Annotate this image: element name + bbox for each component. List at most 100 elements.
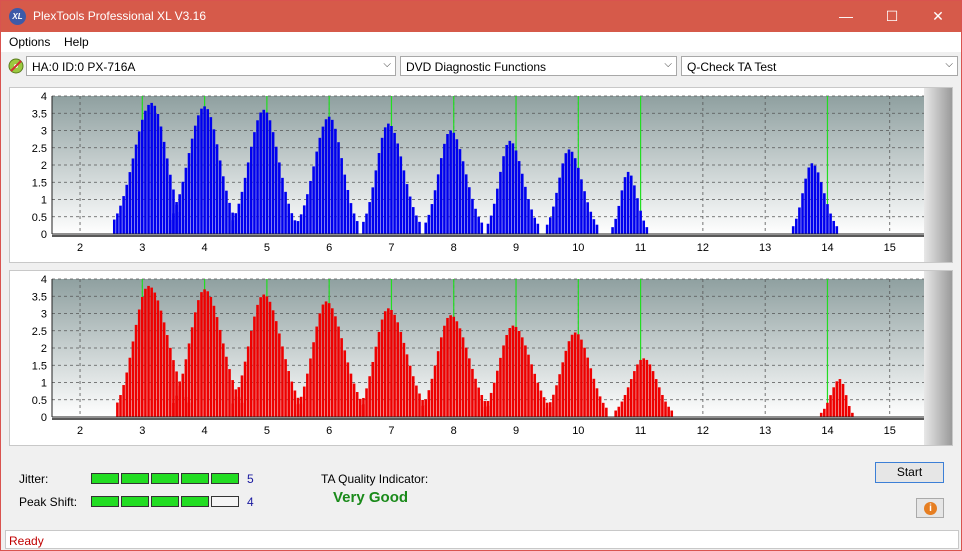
pit-bar (589, 368, 593, 417)
land-bar (116, 213, 119, 234)
info-button[interactable]: i (916, 498, 944, 518)
pit-bar (838, 379, 842, 417)
x-tick-label: 10 (572, 425, 584, 437)
land-bar (424, 222, 428, 234)
y-tick-label: 3.5 (32, 108, 47, 120)
test-select[interactable]: Q-Check TA Test ⌵ (681, 56, 958, 76)
pit-bar (617, 406, 621, 417)
pit-bar (520, 337, 524, 417)
pit-bar (670, 410, 674, 417)
chevron-down-icon: ⌵ (383, 59, 391, 70)
land-bar (150, 102, 153, 235)
land-bar (461, 161, 465, 234)
pit-bar (405, 354, 409, 417)
land-bar (633, 185, 636, 234)
pit-bar (165, 335, 169, 417)
pit-bar (197, 300, 200, 417)
land-bar (480, 222, 484, 234)
pit-bar (340, 338, 343, 417)
x-tick-label: 9 (513, 242, 519, 254)
land-bar (343, 174, 347, 234)
pit-bar (203, 289, 206, 417)
pit-bar (436, 351, 440, 417)
pit-bar (449, 315, 452, 417)
land-bar (296, 221, 300, 234)
land-bar (240, 191, 244, 234)
x-tick-label: 4 (202, 425, 208, 437)
chevron-down-icon: ⌵ (945, 59, 953, 70)
pit-bar (408, 365, 412, 417)
maximize-button[interactable]: ☐ (885, 8, 899, 24)
y-tick-label: 0.5 (32, 212, 47, 224)
land-bar (137, 131, 141, 234)
chevron-down-icon: ⌵ (664, 59, 672, 70)
pit-bar (480, 394, 484, 417)
pit-bar (390, 309, 393, 417)
land-bar (595, 224, 599, 234)
pit-bar (181, 373, 185, 417)
pit-bar (349, 373, 353, 417)
window-title: PlexTools Professional XL V3.16 (33, 9, 206, 23)
pit-bar (458, 328, 462, 417)
y-tick-label: 4 (41, 91, 47, 103)
land-bar (365, 213, 368, 234)
land-bar (368, 202, 371, 234)
x-tick-label: 14 (821, 425, 833, 437)
jitter-value: 5 (247, 472, 254, 486)
land-bar (175, 204, 178, 234)
x-tick-label: 6 (326, 242, 332, 254)
menu-options[interactable]: Options (9, 35, 51, 49)
land-bar (134, 144, 138, 234)
x-tick-label: 10 (572, 242, 584, 254)
x-tick-label: 9 (513, 425, 519, 437)
land-bar (330, 119, 334, 234)
land-bar (144, 110, 147, 234)
menu-help[interactable]: Help (64, 35, 89, 49)
pit-bar (278, 333, 281, 417)
pit-bar (464, 347, 468, 417)
land-bar (430, 204, 434, 234)
y-tick-label: 0 (41, 229, 47, 241)
pit-bar (474, 378, 477, 417)
function-select[interactable]: DVD Diagnostic Functions ⌵ (400, 56, 677, 76)
pit-bar (237, 387, 241, 417)
pit-bar (667, 406, 670, 417)
pit-bar (396, 322, 399, 417)
x-tick-label: 11 (635, 425, 646, 437)
pit-bar (178, 385, 181, 417)
pit-bar (274, 321, 278, 417)
land-bar (405, 184, 409, 234)
test-select-value: Q-Check TA Test (687, 60, 777, 74)
land-bar (237, 203, 241, 234)
land-bar (458, 149, 462, 234)
land-bar (592, 219, 596, 234)
pit-bar (187, 343, 191, 417)
land-bar (471, 198, 474, 234)
land-bar (439, 158, 443, 234)
pit-bar (399, 331, 403, 417)
pit-bar (302, 386, 306, 417)
x-tick-label: 3 (139, 425, 145, 437)
start-button[interactable]: Start (875, 462, 944, 483)
y-tick-label: 2.5 (32, 143, 47, 155)
land-bar (642, 220, 646, 234)
pit-bar (212, 305, 216, 417)
close-button[interactable]: ✕ (932, 8, 944, 24)
land-bar (798, 207, 801, 234)
land-bar (499, 171, 502, 234)
land-bar (446, 134, 449, 234)
pit-bar (234, 396, 238, 417)
land-bar (564, 153, 568, 234)
y-tick-label: 2 (41, 343, 47, 355)
function-select-value: DVD Diagnostic Functions (406, 60, 547, 74)
drive-select[interactable]: HA:0 ID:0 PX-716A ⌵ (26, 56, 396, 76)
pit-bar (362, 397, 365, 417)
pit-bar (511, 325, 515, 417)
pit-bar (153, 292, 157, 417)
minimize-button[interactable]: — (839, 8, 853, 24)
pit-bar (561, 362, 565, 417)
pit-bar (162, 322, 166, 417)
title-bar[interactable]: XL PlexTools Professional XL V3.16 — ☐ ✕ (1, 1, 961, 32)
land-bar (153, 105, 157, 234)
pit-bar (605, 407, 608, 417)
